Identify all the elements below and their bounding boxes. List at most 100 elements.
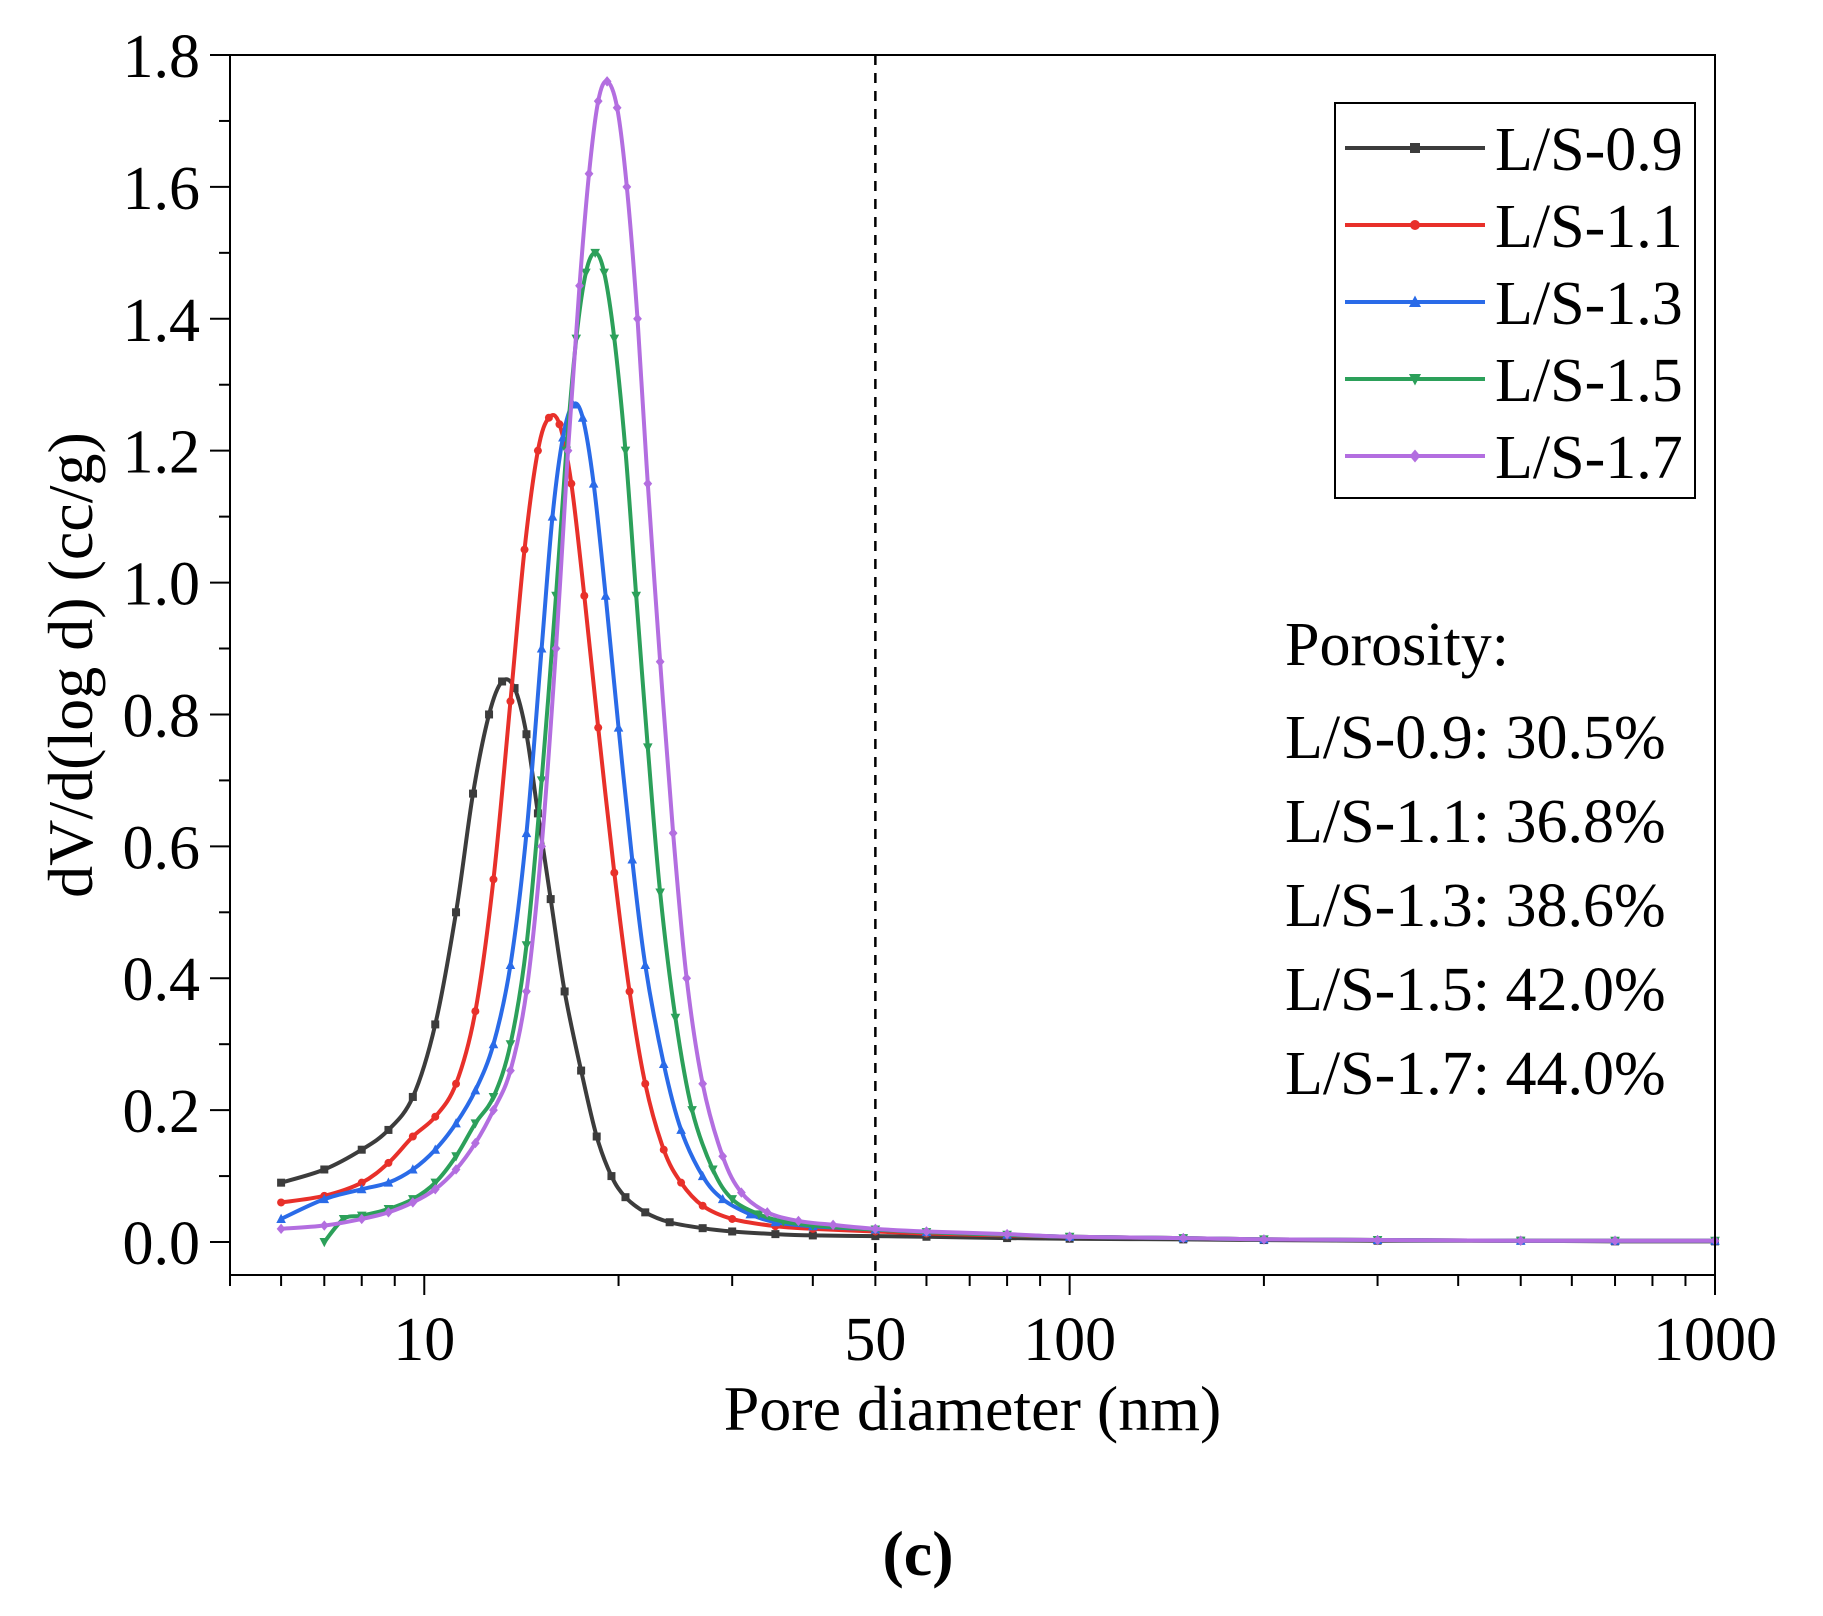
data-point [641, 1208, 650, 1217]
panel-label: (c) [882, 1518, 953, 1589]
porosity-value: L/S-0.9: 30.5% [1285, 704, 1666, 772]
data-point [510, 684, 519, 693]
data-point [357, 1213, 367, 1225]
data-point [567, 479, 576, 488]
data-point [485, 710, 494, 719]
data-point [728, 1227, 737, 1236]
y-tick-label: 0.0 [123, 1210, 201, 1278]
series-layer [276, 76, 1720, 1248]
data-point [430, 1178, 441, 1188]
data-point [522, 730, 531, 739]
porosity-value: L/S-1.7: 44.0% [1285, 1040, 1666, 1108]
data-point [1373, 1234, 1382, 1246]
y-tick-label: 1.2 [123, 419, 201, 487]
data-point [922, 1226, 931, 1237]
data-point [592, 1132, 601, 1141]
data-point [727, 1195, 737, 1205]
y-tick-label: 0.8 [123, 682, 201, 750]
data-point [546, 895, 555, 904]
data-point [452, 908, 461, 917]
data-point [547, 511, 558, 521]
data-point [408, 1164, 418, 1174]
data-point [471, 1007, 480, 1016]
data-point [536, 643, 547, 653]
x-tick-label: 100 [1023, 1306, 1116, 1374]
y-tick-label: 1.4 [123, 287, 201, 355]
data-point [682, 973, 692, 984]
data-point [451, 1118, 461, 1128]
data-point [470, 1085, 481, 1095]
data-point [384, 1125, 393, 1134]
porosity-value: L/S-1.1: 36.8% [1285, 788, 1666, 856]
y-tick-label: 0.4 [123, 946, 201, 1014]
data-point [575, 280, 584, 292]
data-point [498, 677, 507, 686]
data-point [506, 697, 515, 706]
data-point [451, 1152, 461, 1162]
data-point [537, 841, 547, 852]
data-point [533, 446, 542, 455]
data-point [1178, 1232, 1188, 1244]
data-point [584, 168, 594, 179]
data-point [1610, 1235, 1620, 1246]
data-point [668, 827, 678, 839]
data-point [452, 1079, 461, 1088]
data-point [762, 1207, 772, 1218]
data-point [470, 1119, 481, 1129]
series-l-s-1-7 [276, 76, 1720, 1246]
data-point [771, 1230, 780, 1239]
legend-label: L/S-1.5 [1495, 347, 1683, 415]
legend-marker [1410, 143, 1420, 153]
data-point [522, 986, 531, 997]
porosity-title: Porosity: [1285, 611, 1509, 679]
data-point [338, 1214, 349, 1225]
data-point [640, 959, 651, 970]
data-point [431, 1112, 440, 1121]
data-point [728, 1214, 737, 1223]
data-point [276, 1223, 286, 1235]
y-axis-label: dV/d(log d) (cc/g) [35, 432, 106, 898]
data-point [430, 1184, 440, 1195]
data-point [828, 1219, 838, 1231]
legend-marker [1409, 374, 1421, 386]
data-point [357, 1178, 366, 1187]
data-point [430, 1144, 441, 1154]
data-point [505, 1040, 516, 1050]
data-point [577, 1066, 586, 1075]
data-point [1065, 1231, 1075, 1242]
data-point [1002, 1228, 1012, 1240]
data-point [505, 959, 516, 970]
data-point [718, 1151, 728, 1162]
data-point [319, 1238, 330, 1248]
legend-label: L/S-1.7 [1495, 424, 1683, 492]
data-point [633, 313, 642, 324]
data-point [659, 1145, 668, 1154]
data-point [610, 868, 619, 877]
data-point [580, 591, 589, 600]
legend-label: L/S-0.9 [1495, 116, 1683, 184]
x-tick-label: 50 [844, 1306, 906, 1374]
data-point [697, 1170, 708, 1181]
data-point [698, 1224, 707, 1233]
data-point [383, 1177, 394, 1187]
porosity-value: L/S-1.3: 38.6% [1285, 872, 1666, 940]
data-point [521, 941, 532, 951]
x-tick-label: 10 [393, 1306, 455, 1374]
data-point [754, 1210, 764, 1220]
data-point [470, 1137, 480, 1149]
data-point [384, 1207, 393, 1218]
data-point [489, 875, 498, 884]
data-point [357, 1145, 366, 1154]
data-point [590, 248, 600, 259]
y-tick-label: 1.8 [123, 23, 201, 91]
data-point [687, 1106, 697, 1116]
data-point [469, 789, 478, 798]
data-point [1259, 1234, 1269, 1245]
data-point [698, 1201, 707, 1210]
data-point [609, 334, 620, 344]
legend-marker [1409, 449, 1421, 463]
data-point [677, 1178, 686, 1187]
data-point [658, 1058, 669, 1068]
data-point [577, 412, 588, 422]
